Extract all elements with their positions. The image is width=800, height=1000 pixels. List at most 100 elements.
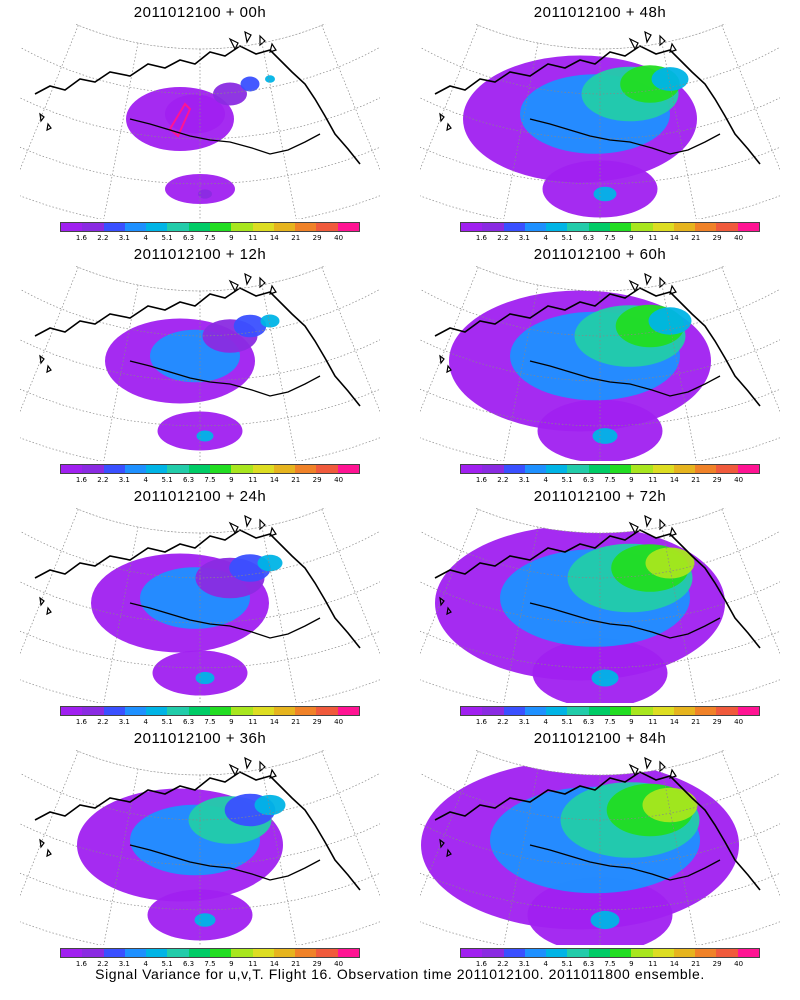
panel-title: 2011012100 + 48h [533,4,667,21]
colorbar-tick-label: 3.1 [518,960,530,968]
colorbar-cell [503,949,525,957]
figure-caption: Signal Variance for u,v,T. Flight 16. Ob… [95,966,705,982]
colorbar-tick-label: 1.6 [475,234,487,242]
map-panel: 2011012100 + 24h 1.6 2.2 3.1 4 5.1 6.3 7.5 9 11 14… [0,484,400,729]
colorbar-cell [482,223,504,231]
variance-field [449,290,711,461]
variance-contour [260,314,280,328]
colorbar-cell [295,707,317,715]
map-panel: 2011012100 + 60h 1.6 2.2 3.1 4 5.1 6.3 7.5 9 11 14… [400,242,800,487]
colorbar-tick-label: 1.6 [75,960,87,968]
colorbar-cell [461,707,483,715]
colorbar-tick-label: 5.1 [161,960,173,968]
colorbar-cell [588,223,610,231]
map-panel: 2011012100 + 12h 1.6 2.2 3.1 4 5.1 6.3 7.5 9 11 14… [0,242,400,487]
colorbar-cell [461,949,483,957]
colorbar-tick-label: 4 [543,960,548,968]
variance-map [20,24,380,219]
colorbar-tick-label: 9 [629,476,634,484]
colorbar-labels: 1.6 2.2 3.1 4 5.1 6.3 7.5 9 11 14 21 29 40 [60,960,360,970]
coastline [434,771,761,891]
colorbar-cell [524,465,547,473]
variance-contour [591,669,619,687]
colorbar-cell [652,707,674,715]
colorbar-tick-label: 29 [712,960,722,968]
colorbar-tick-label: 29 [312,960,322,968]
colorbar-tick-label: 5.1 [161,476,173,484]
colorbar [460,222,760,232]
coastline [434,287,761,407]
colorbar-tick-label: 6.3 [183,476,195,484]
colorbar-cell [631,949,653,957]
colorbar-cell [124,465,147,473]
colorbar-tick-label: 11 [648,718,658,726]
colorbar-tick-label: 1.6 [475,718,487,726]
colorbar-tick-label: 4 [543,718,548,726]
colorbar-cell [737,949,759,957]
variance-contour [165,94,225,134]
colorbar-cell [188,707,210,715]
colorbar-labels: 1.6 2.2 3.1 4 5.1 6.3 7.5 9 11 14 21 29 40 [60,718,360,728]
variance-map [420,266,780,461]
colorbar-cell [209,465,232,473]
colorbar-tick-label: 2.2 [497,234,509,242]
colorbar-tick-label: 5.1 [161,234,173,242]
colorbar-tick-label: 11 [248,476,258,484]
colorbar-tick-label: 3.1 [118,718,130,726]
colorbar-tick-label: 40 [334,960,344,968]
colorbar-cell [124,949,147,957]
coastline [434,45,761,165]
variance-contour [195,671,215,685]
colorbar-cell [103,465,125,473]
variance-contour [194,913,216,927]
colorbar-tick-label: 40 [734,960,744,968]
colorbar-cell [146,707,168,715]
colorbar-tick-label: 3.1 [118,476,130,484]
colorbar-tick-label: 5.1 [561,718,573,726]
colorbar-cell [588,465,610,473]
colorbar-tick-label: 4 [143,234,148,242]
colorbar-cell [482,707,504,715]
colorbar-tick-label: 1.6 [75,718,87,726]
variance-field [126,75,275,204]
colorbar-cell [167,949,189,957]
colorbar [60,464,360,474]
colorbar-tick-label: 7.5 [604,960,616,968]
colorbar-tick-label: 4 [143,476,148,484]
colorbar-tick-label: 3.1 [518,718,530,726]
colorbar-tick-label: 29 [312,234,322,242]
colorbar-cell [295,223,317,231]
variance-contour [254,794,286,816]
colorbar-tick-label: 4 [543,476,548,484]
colorbar-tick-label: 7.5 [204,476,216,484]
colorbar-tick-label: 14 [669,960,679,968]
colorbar-cell [103,949,125,957]
colorbar-cell [295,465,317,473]
colorbar-tick-label: 7.5 [604,718,616,726]
colorbar-cell [273,465,296,473]
colorbar-cell [231,949,253,957]
colorbar-cell [673,707,696,715]
colorbar-labels: 1.6 2.2 3.1 4 5.1 6.3 7.5 9 11 14 21 29 40 [60,476,360,486]
colorbar-tick-label: 3.1 [518,234,530,242]
colorbar-cell [695,223,717,231]
colorbar-labels: 1.6 2.2 3.1 4 5.1 6.3 7.5 9 11 14 21 29 40 [460,234,760,244]
colorbar-tick-label: 1.6 [475,960,487,968]
colorbar-tick-label: 21 [291,960,301,968]
colorbar-cell [716,707,738,715]
variance-peak-contour [168,102,192,138]
colorbar-tick-label: 9 [229,234,234,242]
panel-title: 2011012100 + 00h [133,4,267,21]
colorbar-tick-label: 3.1 [118,960,130,968]
colorbar-tick-label: 40 [334,234,344,242]
colorbar-tick-label: 4 [143,960,148,968]
border-line [129,602,321,639]
colorbar-cell [146,949,168,957]
variance-contour [240,76,260,92]
border-line [529,118,721,155]
colorbar-cell [631,707,653,715]
variance-field [421,760,739,945]
border-line [529,844,721,881]
colorbar-tick-label: 40 [334,718,344,726]
variance-contour [645,547,695,579]
